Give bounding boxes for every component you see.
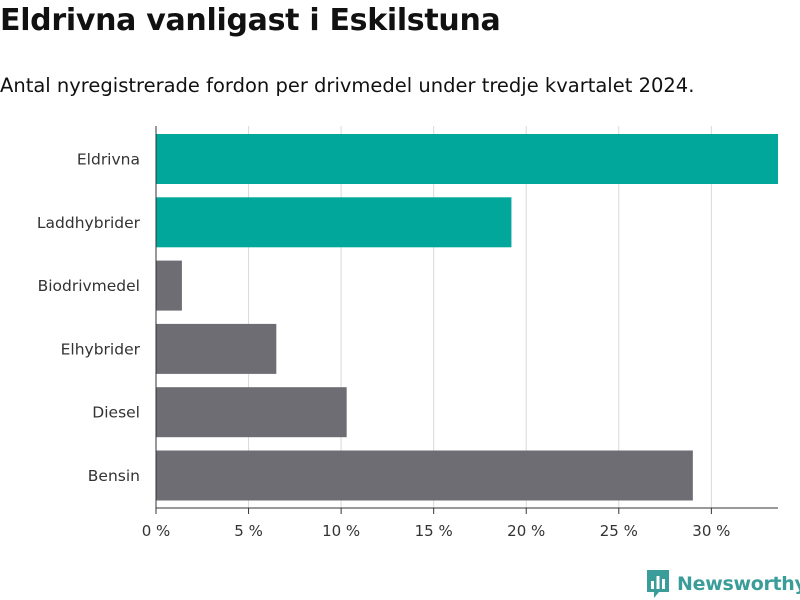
- category-labels: Eldrivna Laddhybrider Biodrivmedel Elhybrid…: [37, 151, 141, 486]
- bars: [156, 134, 778, 501]
- x-tick-label: 20 %: [507, 522, 545, 540]
- chart-subtitle: Antal nyregistrerade fordon per drivmede…: [0, 74, 695, 97]
- category-label: Bensin: [88, 467, 140, 485]
- x-axis: 0 % 5 % 10 % 15 % 20 % 25 % 30 %: [142, 126, 778, 540]
- x-tick-label: 30 %: [692, 522, 730, 540]
- bar: [156, 260, 182, 311]
- x-tick-label: 0 %: [142, 522, 171, 540]
- x-tick-label: 25 %: [600, 522, 638, 540]
- grid-lines: [248, 126, 712, 508]
- bar: [156, 450, 693, 501]
- x-tick-label: 5 %: [234, 522, 263, 540]
- category-label: Eldrivna: [77, 151, 140, 169]
- category-label: Laddhybrider: [37, 214, 141, 232]
- x-tick-label: 15 %: [415, 522, 453, 540]
- bar: [156, 387, 347, 438]
- x-tick-label: 10 %: [322, 522, 360, 540]
- bar: [156, 134, 778, 184]
- brand-name: Newsworthy: [677, 573, 800, 595]
- bar: [156, 323, 277, 374]
- category-label: Biodrivmedel: [38, 277, 140, 295]
- newsworthy-logo[interactable]: Newsworthy: [645, 568, 800, 600]
- category-label: Diesel: [92, 404, 140, 422]
- newsworthy-logo-icon: [647, 570, 669, 598]
- chart-title: Eldrivna vanligast i Eskilstuna: [0, 3, 501, 38]
- category-label: Elhybrider: [61, 340, 141, 358]
- bar: [156, 197, 512, 248]
